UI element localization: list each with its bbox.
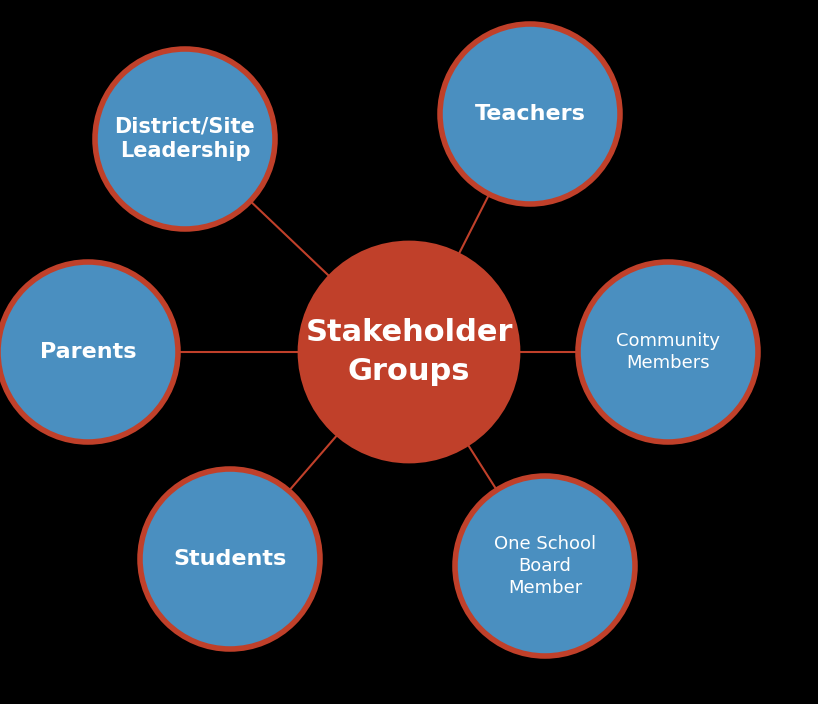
Text: Students: Students [173, 549, 286, 569]
Text: Community
Members: Community Members [616, 332, 720, 372]
Circle shape [455, 476, 635, 656]
Text: District/Site
Leadership: District/Site Leadership [115, 117, 255, 161]
Circle shape [440, 24, 620, 204]
Circle shape [140, 469, 320, 649]
Text: Teachers: Teachers [474, 104, 586, 124]
Text: Parents: Parents [40, 342, 137, 362]
Text: One School
Board
Member: One School Board Member [494, 535, 596, 597]
Circle shape [95, 49, 275, 229]
Circle shape [299, 242, 519, 462]
Circle shape [0, 262, 178, 442]
Circle shape [578, 262, 758, 442]
Text: Stakeholder
Groups: Stakeholder Groups [305, 318, 513, 386]
